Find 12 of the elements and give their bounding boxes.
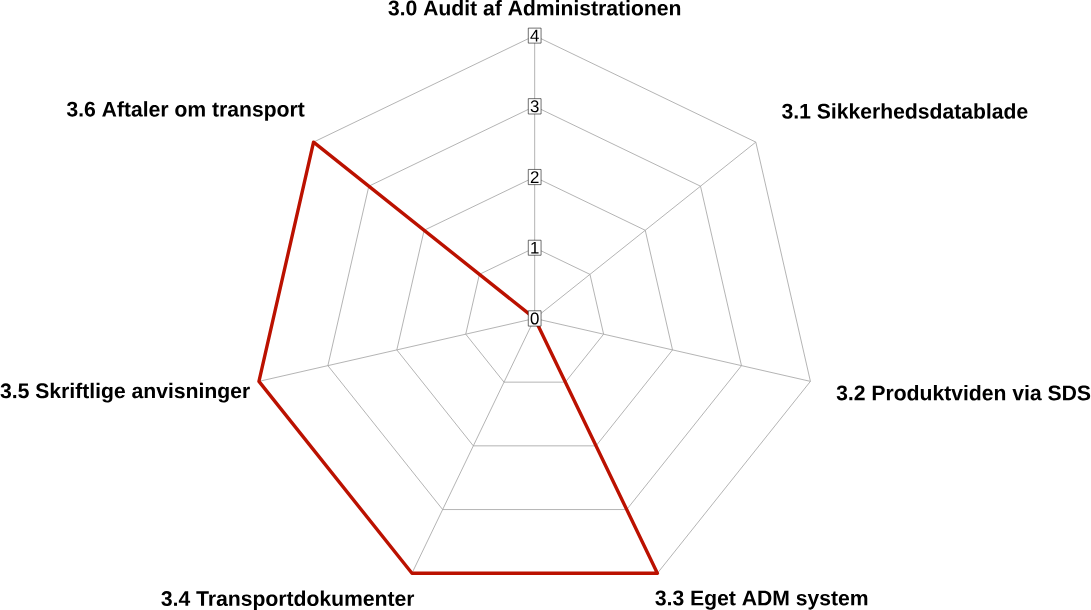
spoke-label: 3.4 Transportdokumenter	[161, 590, 415, 610]
y-tick-label: 2	[530, 171, 539, 183]
spoke-label: 3.2 Produktviden via SDS	[836, 384, 1091, 401]
spoke-label: 3.1 Sikkerhedsdatablade	[782, 103, 1028, 119]
y-tick-label: 4	[530, 29, 539, 42]
spoke-label: 3.5 Skriftlige anvisninger	[0, 382, 250, 403]
spoke-label: 3.6 Aftaler om transport	[66, 101, 305, 121]
spoke-label: 3.3 Eget ADM system	[655, 590, 868, 610]
y-tick-label: 0	[530, 312, 539, 325]
y-tick-label: 3	[530, 100, 539, 113]
y-tick-label: 1	[531, 241, 539, 254]
spoke-label: 3.0 Audit af Administrationen	[388, 0, 681, 16]
